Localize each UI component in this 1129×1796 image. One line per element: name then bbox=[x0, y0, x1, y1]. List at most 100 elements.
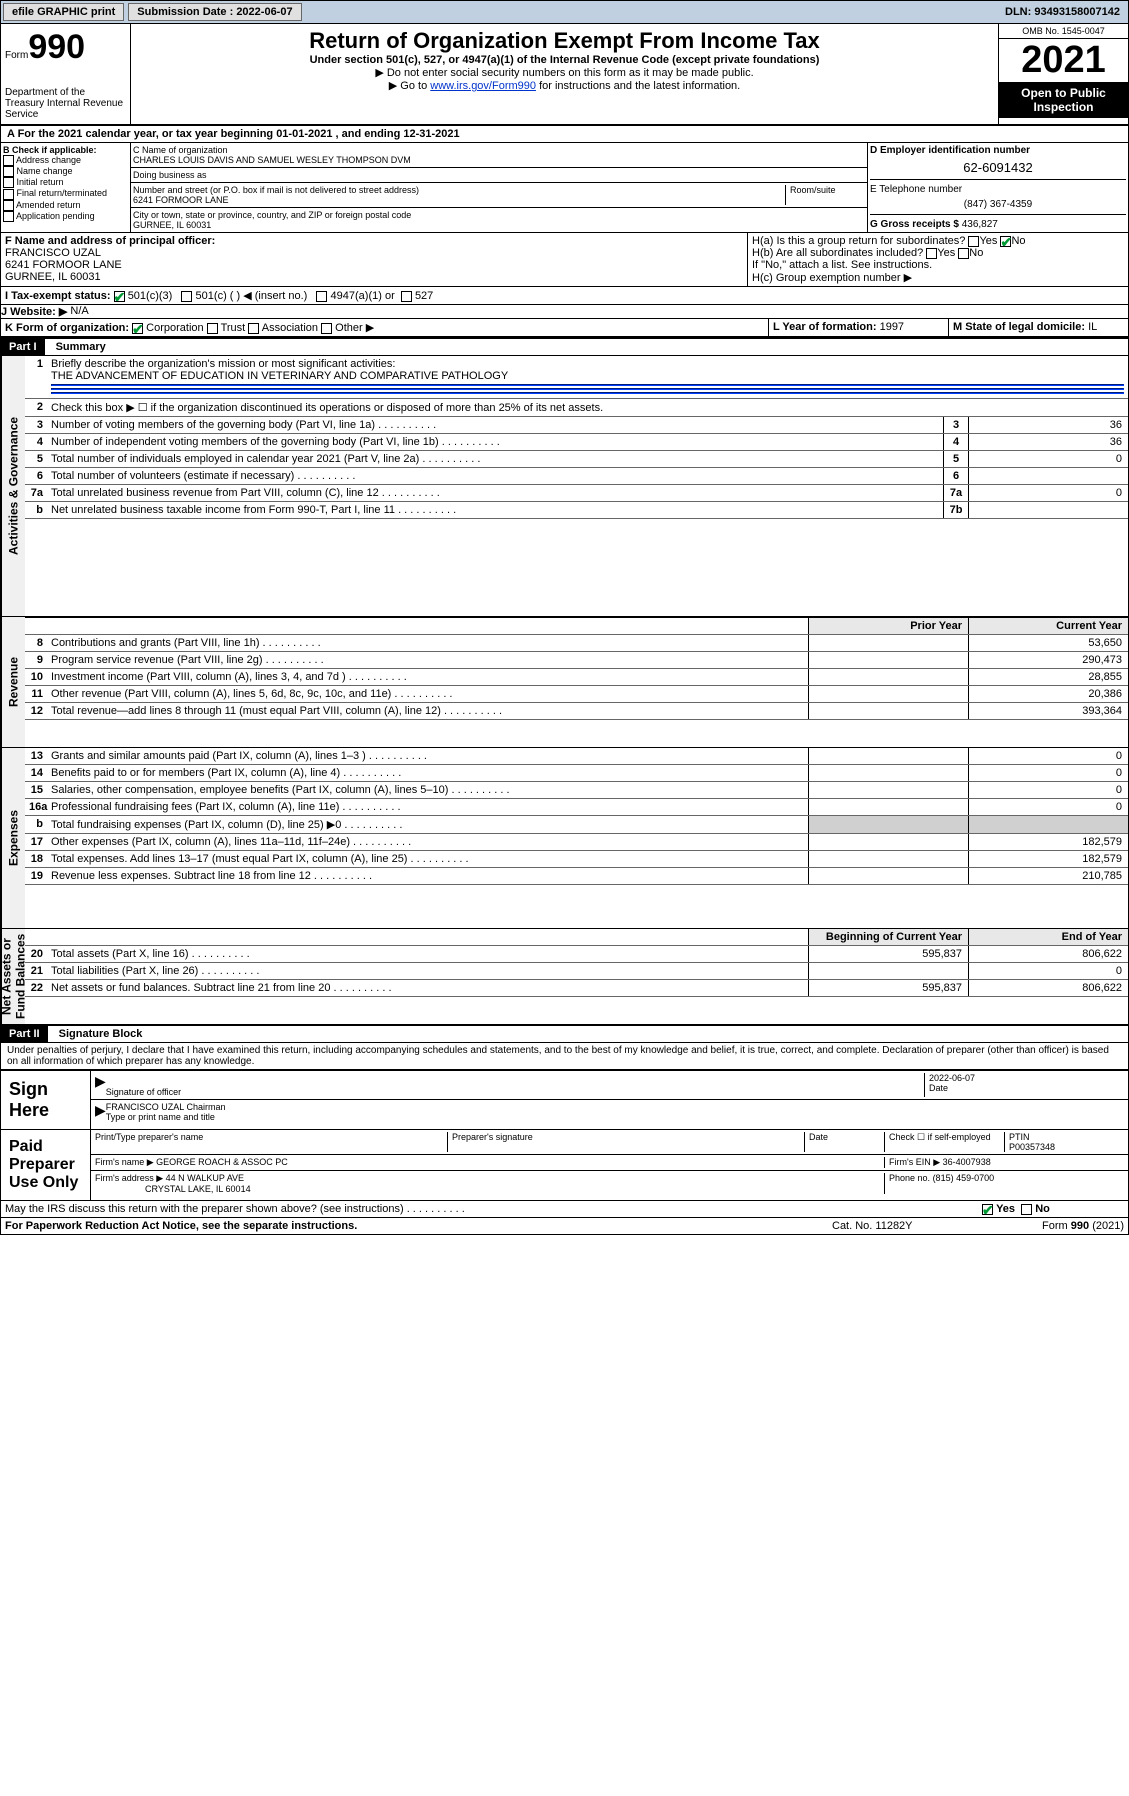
prep-check-label: Check ☐ if self-employed bbox=[884, 1132, 1004, 1152]
website-label: J Website: ▶ bbox=[1, 305, 67, 318]
note2-prefix: ▶ Go to bbox=[389, 80, 430, 92]
hb-label: H(b) Are all subordinates included? bbox=[752, 247, 923, 259]
chk-corp[interactable] bbox=[132, 323, 143, 334]
hdr-prior: Prior Year bbox=[808, 618, 968, 634]
row-j: J Website: ▶ N/A bbox=[1, 305, 1128, 319]
dept: Department of the Treasury Internal Reve… bbox=[5, 87, 126, 120]
table-row: 3Number of voting members of the governi… bbox=[25, 417, 1128, 434]
chk-ha-yes[interactable] bbox=[968, 236, 979, 247]
subtitle: Under section 501(c), 527, or 4947(a)(1)… bbox=[135, 54, 994, 66]
chk-pending[interactable] bbox=[3, 211, 14, 222]
table-row: 14Benefits paid to or for members (Part … bbox=[25, 765, 1128, 782]
chk-hb-no[interactable] bbox=[958, 248, 969, 259]
table-row: 6Total number of volunteers (estimate if… bbox=[25, 468, 1128, 485]
chk-address[interactable] bbox=[3, 155, 14, 166]
section-expenses: Expenses bbox=[1, 748, 25, 928]
chk-final[interactable] bbox=[3, 189, 14, 200]
footer: For Paperwork Reduction Act Notice, see … bbox=[1, 1218, 1128, 1234]
lbl-name: Name change bbox=[17, 166, 73, 176]
mission: THE ADVANCEMENT OF EDUCATION IN VETERINA… bbox=[51, 370, 508, 382]
lbl-corp: Corporation bbox=[146, 322, 203, 334]
chk-assoc[interactable] bbox=[248, 323, 259, 334]
line1-label: Briefly describe the organization's miss… bbox=[51, 358, 395, 370]
part2-title: Signature Block bbox=[51, 1026, 151, 1042]
irs-link[interactable]: www.irs.gov/Form990 bbox=[430, 80, 536, 92]
chk-name[interactable] bbox=[3, 166, 14, 177]
table-row: 9Program service revenue (Part VIII, lin… bbox=[25, 652, 1128, 669]
box-b: B Check if applicable: Address change Na… bbox=[1, 143, 131, 232]
ein-label: D Employer identification number bbox=[870, 145, 1126, 156]
prep-name-label: Print/Type preparer's name bbox=[95, 1132, 447, 1152]
section-governance: Activities & Governance bbox=[1, 356, 25, 616]
lbl-527: 527 bbox=[415, 290, 433, 302]
form-org-label: K Form of organization: bbox=[5, 322, 129, 334]
firm-name-label: Firm's name ▶ bbox=[95, 1157, 154, 1167]
org-city: GURNEE, IL 60031 bbox=[133, 220, 211, 230]
officer-city: GURNEE, IL 60031 bbox=[5, 271, 101, 283]
chk-other[interactable] bbox=[321, 323, 332, 334]
tax-status-label: I Tax-exempt status: bbox=[5, 290, 111, 302]
dba-block: Doing business as bbox=[131, 168, 867, 183]
chk-initial[interactable] bbox=[3, 177, 14, 188]
chk-discuss-no[interactable] bbox=[1021, 1204, 1032, 1215]
part1-header: Part I Summary bbox=[1, 337, 1128, 356]
efile-btn[interactable]: efile GRAPHIC print bbox=[3, 3, 124, 21]
part2-badge: Part II bbox=[1, 1026, 48, 1042]
sign-here-label: Sign Here bbox=[1, 1071, 91, 1129]
part1-body: Activities & Governance 1 Briefly descri… bbox=[1, 356, 1128, 1024]
domicile-label: M State of legal domicile: bbox=[953, 321, 1085, 333]
chk-discuss-yes[interactable] bbox=[982, 1204, 993, 1215]
table-row: 12Total revenue—add lines 8 through 11 (… bbox=[25, 703, 1128, 720]
table-row: 22Net assets or fund balances. Subtract … bbox=[25, 980, 1128, 997]
chk-trust[interactable] bbox=[207, 323, 218, 334]
tax-year: 2021 bbox=[999, 39, 1128, 82]
chk-ha-no[interactable] bbox=[1000, 236, 1011, 247]
form-label: Form bbox=[5, 50, 28, 61]
signature-block: Sign Here ▶ Signature of officer 2022-06… bbox=[1, 1069, 1128, 1201]
box-c: C Name of organization CHARLES LOUIS DAV… bbox=[131, 143, 868, 232]
table-row: 19Revenue less expenses. Subtract line 1… bbox=[25, 868, 1128, 885]
sign-date: 2022-06-07 bbox=[929, 1073, 975, 1083]
table-row: 11Other revenue (Part VIII, column (A), … bbox=[25, 686, 1128, 703]
hdr-begin: Beginning of Current Year bbox=[808, 929, 968, 945]
lbl-501c: 501(c) ( ) ◀ (insert no.) bbox=[196, 290, 308, 302]
part1-badge: Part I bbox=[1, 339, 45, 355]
note2: ▶ Go to www.irs.gov/Form990 for instruct… bbox=[135, 79, 994, 92]
table-row: bNet unrelated business taxable income f… bbox=[25, 502, 1128, 519]
domicile: IL bbox=[1088, 321, 1097, 333]
chk-501c[interactable] bbox=[181, 291, 192, 302]
lbl-assoc: Association bbox=[262, 322, 318, 334]
table-row: 5Total number of individuals employed in… bbox=[25, 451, 1128, 468]
chk-527[interactable] bbox=[401, 291, 412, 302]
table-row: 7aTotal unrelated business revenue from … bbox=[25, 485, 1128, 502]
chk-4947[interactable] bbox=[316, 291, 327, 302]
submission-btn[interactable]: Submission Date : 2022-06-07 bbox=[128, 3, 301, 21]
arrow-icon: ▶ bbox=[95, 1073, 106, 1097]
part1-title: Summary bbox=[48, 339, 114, 355]
lbl-other: Other ▶ bbox=[335, 322, 374, 334]
gross-label: G Gross receipts $ bbox=[870, 219, 959, 230]
chk-amended[interactable] bbox=[3, 200, 14, 211]
table-row: 4Number of independent voting members of… bbox=[25, 434, 1128, 451]
lbl-initial: Initial return bbox=[17, 177, 64, 187]
discuss-label: May the IRS discuss this return with the… bbox=[1, 1201, 978, 1217]
sig-officer-label: Signature of officer bbox=[106, 1087, 181, 1097]
paid-preparer-label: Paid Preparer Use Only bbox=[1, 1130, 91, 1200]
discuss-yes: Yes bbox=[996, 1203, 1015, 1215]
table-row: 18Total expenses. Add lines 13–17 (must … bbox=[25, 851, 1128, 868]
lbl-4947: 4947(a)(1) or bbox=[331, 290, 395, 302]
ein: 62-6091432 bbox=[870, 156, 1126, 179]
org-addr: 6241 FORMOOR LANE bbox=[133, 195, 229, 205]
chk-hb-yes[interactable] bbox=[926, 248, 937, 259]
form-container: efile GRAPHIC print Submission Date : 20… bbox=[0, 0, 1129, 1235]
ha-label: H(a) Is this a group return for subordin… bbox=[752, 235, 965, 247]
inspection-badge: Open to Public Inspection bbox=[999, 82, 1128, 118]
firm-city: CRYSTAL LAKE, IL 60014 bbox=[145, 1184, 251, 1194]
prep-sig-label: Preparer's signature bbox=[447, 1132, 804, 1152]
officer-label: F Name and address of principal officer: bbox=[5, 235, 215, 247]
org-name: CHARLES LOUIS DAVIS AND SAMUEL WESLEY TH… bbox=[133, 155, 411, 165]
dln: DLN: 93493158007142 bbox=[997, 4, 1128, 20]
chk-501c3[interactable] bbox=[114, 291, 125, 302]
form-footer: Form 990 (2021) bbox=[988, 1218, 1128, 1234]
firm-ein-label: Firm's EIN ▶ bbox=[889, 1157, 940, 1167]
